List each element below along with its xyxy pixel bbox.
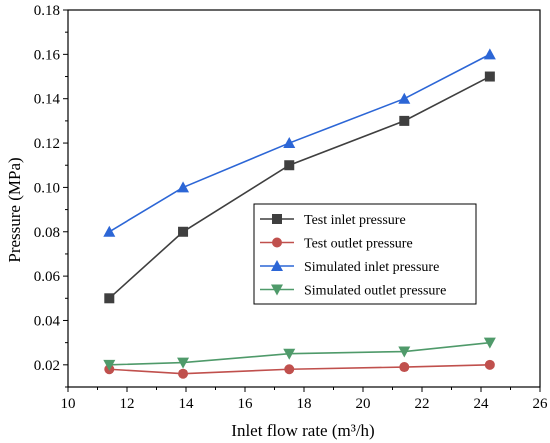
data-point-simulated-outlet-pressure: [103, 359, 116, 371]
x-tick-label: 16: [238, 396, 254, 412]
legend-box: [253, 203, 477, 305]
legend: Test inlet pressure Test outlet pressure S…: [253, 203, 477, 305]
y-tick-label: 0.08: [34, 225, 60, 241]
plot-area: [67, 9, 541, 388]
legend-marker: [272, 237, 282, 248]
series-line-test-outlet-pressure: [109, 364, 490, 375]
series-simulated-inlet-pressure: [103, 48, 496, 237]
data-point-simulated-outlet-pressure: [177, 357, 190, 369]
series-layer: [103, 48, 496, 379]
data-point-test-inlet-pressure: [484, 71, 495, 82]
data-point-simulated-outlet-pressure: [483, 337, 496, 349]
data-point-simulated-outlet-pressure: [283, 348, 296, 360]
legend-item-test-outlet-pressure: Test outlet pressure: [260, 237, 413, 252]
legend-label: Simulated inlet pressure: [304, 260, 439, 275]
y-tick-label: 0.10: [34, 180, 60, 196]
data-point-test-outlet-pressure: [399, 362, 410, 373]
y-tick-label: 0.12: [34, 136, 60, 152]
x-tick-label: 22: [415, 396, 430, 412]
y-tick-label: 0.02: [34, 358, 60, 374]
data-point-simulated-outlet-pressure: [398, 346, 411, 358]
y-tick-label: 0.14: [34, 92, 61, 108]
data-point-simulated-inlet-pressure: [483, 48, 496, 60]
y-tick-label: 0.18: [34, 3, 60, 19]
x-tick-label: 26: [533, 396, 549, 412]
data-point-test-outlet-pressure: [484, 359, 495, 370]
x-tick-label: 10: [61, 396, 76, 412]
y-axis-title: Pressure (MPa): [5, 157, 24, 262]
data-point-test-inlet-pressure: [399, 115, 410, 126]
y-tick-label: 0.06: [34, 269, 61, 285]
data-point-test-inlet-pressure: [284, 160, 295, 171]
legend-label: Simulated outlet pressure: [304, 284, 446, 299]
series-line-simulated-outlet-pressure: [109, 341, 490, 366]
legend-marker: [272, 214, 282, 224]
data-point-simulated-inlet-pressure: [177, 181, 190, 193]
x-tick-label: 14: [179, 396, 195, 412]
legend-label: Test inlet pressure: [304, 213, 406, 228]
y-tick-label: 0.04: [34, 313, 61, 329]
data-point-test-inlet-pressure: [178, 226, 189, 237]
data-point-simulated-inlet-pressure: [283, 137, 296, 149]
plot-frame: [67, 9, 541, 388]
legend-label: Test outlet pressure: [304, 237, 413, 252]
legend-marker: [271, 284, 283, 296]
series-test-inlet-pressure: [104, 71, 495, 304]
legend-item-test-inlet-pressure: Test inlet pressure: [260, 213, 406, 228]
data-point-test-outlet-pressure: [284, 364, 295, 375]
y-tick-label: 0.16: [34, 47, 61, 63]
x-tick-label: 20: [356, 396, 371, 412]
data-point-simulated-inlet-pressure: [398, 92, 411, 104]
data-point-test-inlet-pressure: [104, 293, 115, 304]
x-axis-title: Inlet flow rate (m³/h): [231, 421, 374, 440]
x-tick-label: 24: [474, 396, 490, 412]
x-tick-label: 12: [120, 396, 135, 412]
series-test-outlet-pressure: [104, 359, 495, 379]
axes-layer: 10 12 14 16 18 20 22 24 26 0.02 0.04 0.06 0.08 0.10 0.…: [34, 3, 548, 412]
x-tick-label: 18: [297, 396, 312, 412]
data-point-test-outlet-pressure: [178, 368, 189, 379]
legend-item-simulated-inlet-pressure: Simulated inlet pressure: [260, 260, 439, 275]
data-point-simulated-inlet-pressure: [103, 225, 116, 237]
legend-item-simulated-outlet-pressure: Simulated outlet pressure: [260, 284, 446, 299]
legend-marker: [271, 260, 283, 271]
series-simulated-outlet-pressure: [103, 337, 496, 371]
